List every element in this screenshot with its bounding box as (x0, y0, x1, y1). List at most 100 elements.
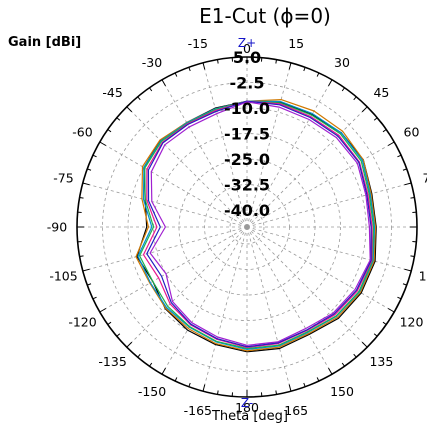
angle-tick-mark (387, 141, 395, 146)
angle-tick-mark (288, 62, 292, 70)
angle-tick-mark (137, 353, 141, 358)
top-marker: Z+ (238, 36, 256, 50)
angle-tick-label: 45 (373, 85, 389, 100)
angular-grid-line (202, 62, 248, 228)
angle-tick-mark (328, 79, 333, 87)
y-axis-label: Gain [dBi] (8, 35, 81, 50)
angle-tick-mark (174, 72, 178, 77)
angle-tick-label: -45 (102, 85, 122, 100)
angle-tick-mark (288, 384, 292, 392)
radial-tick-label: -40.0 (224, 201, 270, 220)
series-line (149, 101, 371, 346)
angle-tick-mark (161, 367, 166, 375)
angle-tick-mark (82, 268, 90, 272)
angle-tick-mark (79, 196, 84, 199)
angular-grid-line (246, 226, 395, 313)
radial-grid-circle (127, 107, 367, 347)
series-group (135, 99, 377, 353)
angle-tick-mark (402, 283, 407, 286)
angular-grid-line (246, 226, 368, 348)
angle-tick-label: 60 (404, 125, 420, 140)
angle-tick-mark (79, 255, 84, 258)
angle-tick-label: 30 (334, 55, 350, 70)
radial-tick-label: -17.5 (224, 125, 270, 144)
angular-grid-line (202, 226, 248, 392)
series-line (146, 100, 372, 348)
radial-tick-label: -2.5 (230, 74, 265, 93)
angle-tick-mark (107, 321, 112, 325)
angle-tick-mark (116, 117, 121, 121)
angle-tick-mark (353, 96, 357, 101)
x-axis-label: Theta [deg] (211, 409, 288, 424)
angle-tick-mark (188, 382, 191, 387)
angle-tick-mark (382, 321, 387, 325)
angle-tick-mark (92, 296, 97, 300)
angle-tick-mark (202, 384, 206, 392)
angle-tick-mark (341, 87, 345, 92)
angle-tick-mark (387, 308, 395, 313)
angle-tick-mark (404, 182, 412, 186)
angle-tick-mark (404, 268, 412, 272)
angular-grid-line (99, 226, 248, 313)
angle-tick-label: -30 (142, 55, 162, 70)
radial-grid-circle (229, 209, 265, 245)
angular-grid-line (246, 106, 368, 228)
angle-tick-label: 75 (423, 170, 427, 185)
angle-tick-label: -15 (188, 36, 208, 51)
angular-grid-line (82, 226, 248, 272)
angle-tick-label: 180 (235, 400, 259, 415)
angle-tick-mark (188, 67, 191, 72)
polar-frame (76, 56, 418, 398)
polar-grid (76, 56, 418, 398)
angular-grid-line (99, 141, 248, 228)
angular-grid-line (126, 226, 248, 348)
radial-tick-label: -32.5 (224, 176, 270, 195)
angle-tick-label: -165 (184, 403, 212, 418)
angle-tick-mark (126, 106, 133, 113)
angle-tick-label: -120 (68, 315, 96, 330)
angle-tick-mark (303, 67, 306, 72)
angle-tick-mark (382, 129, 387, 133)
angle-tick-mark (126, 341, 133, 348)
angle-tick-label: 15 (288, 36, 304, 51)
angle-tick-mark (202, 62, 206, 70)
angle-tick-mark (216, 390, 219, 395)
angle-tick-mark (87, 283, 92, 286)
angle-tick-mark (216, 59, 219, 64)
angle-tick-label: 0 (243, 41, 251, 56)
angle-tick-mark (116, 333, 121, 337)
angle-tick-mark (99, 308, 107, 313)
angular-grid-line (246, 79, 333, 228)
angle-tick-mark (316, 377, 320, 382)
angle-tick-mark (149, 87, 153, 92)
angular-grid-line (161, 226, 248, 375)
angle-tick-mark (161, 79, 166, 87)
label-group: 0153045607590105120135150165180-165-150-… (47, 36, 427, 418)
angle-tick-mark (303, 382, 306, 387)
angle-tick-label: -90 (47, 220, 67, 235)
angle-tick-label: -60 (72, 125, 92, 140)
angle-tick-label: 120 (400, 315, 424, 330)
angle-tick-mark (402, 168, 407, 171)
angle-tick-mark (361, 106, 368, 113)
angle-tick-mark (107, 129, 112, 133)
angle-tick-label: 165 (284, 403, 308, 418)
angle-tick-label: 150 (330, 384, 354, 399)
angular-grid-line (246, 226, 412, 272)
angle-tick-mark (82, 182, 90, 186)
angular-grid-line (246, 141, 395, 228)
angle-tick-label: 105 (419, 269, 427, 284)
radial-tick-label: -25.0 (224, 150, 270, 169)
angle-tick-mark (373, 117, 378, 121)
series-line (139, 100, 375, 349)
angle-tick-label: -150 (138, 384, 166, 399)
angle-tick-label: -105 (49, 269, 77, 284)
angle-tick-mark (87, 168, 92, 171)
angle-tick-label: -75 (53, 170, 73, 185)
angular-grid-line (246, 226, 292, 392)
angle-tick-mark (137, 96, 141, 101)
angle-tick-mark (341, 362, 345, 367)
angular-grid-line (246, 182, 412, 228)
